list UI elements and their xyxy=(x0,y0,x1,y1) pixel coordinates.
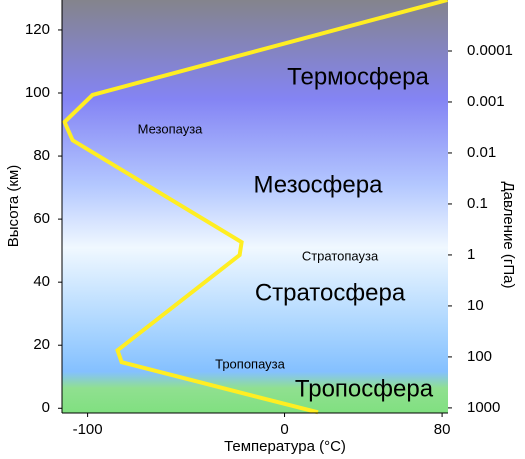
layer-label: Стратосфера xyxy=(255,279,406,306)
layer-label: Стратопауза xyxy=(302,248,379,263)
y-tick-label: 60 xyxy=(33,210,50,227)
x-tick-label: 80 xyxy=(434,421,451,438)
y-tick-label: 120 xyxy=(25,21,50,38)
y2-tick-label: 0.01 xyxy=(467,144,496,161)
y2-tick-label: 0.1 xyxy=(467,195,488,212)
y2-tick-label: 1 xyxy=(467,246,475,263)
layer-label: Мезопауза xyxy=(138,121,204,136)
y-axis-label: Высота (км) xyxy=(5,165,22,248)
y-tick-label: 80 xyxy=(33,147,50,164)
y-tick-label: 20 xyxy=(33,336,50,353)
y2-tick-label: 1000 xyxy=(467,399,500,416)
x-tick-label: -100 xyxy=(73,421,103,438)
layer-label: Термосфера xyxy=(287,63,429,90)
y-tick-label: 100 xyxy=(25,84,50,101)
x-axis-label: Температура (°C) xyxy=(224,438,346,455)
y2-tick-label: 10 xyxy=(467,297,484,314)
x-tick-label: 0 xyxy=(280,421,288,438)
temperature-line xyxy=(62,0,448,415)
layer-label: Тропосфера xyxy=(295,375,434,402)
layer-label: Мезосфера xyxy=(254,171,384,198)
y2-tick-label: 100 xyxy=(467,348,492,365)
layer-label: Тропопауза xyxy=(215,356,286,371)
y2-tick-label: 0.001 xyxy=(467,93,505,110)
y-tick-label: 0 xyxy=(42,399,50,416)
y2-axis-label: Давление (гПа) xyxy=(500,182,517,289)
y-tick-label: 40 xyxy=(33,273,50,290)
y2-tick-label: 0.0001 xyxy=(467,42,513,59)
